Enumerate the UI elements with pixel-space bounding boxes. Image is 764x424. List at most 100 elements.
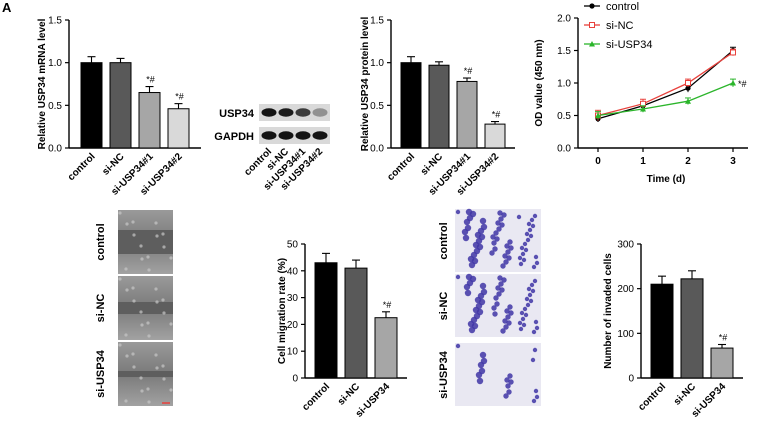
protein-bar [428, 64, 450, 149]
transwell-cell [494, 301, 500, 307]
migration-y-label: Cell migration rate (%) [277, 258, 288, 364]
od-x-tick-label: 2 [685, 156, 691, 167]
transwell-cell [520, 316, 526, 322]
transwell-cell [518, 261, 524, 267]
od-point [685, 98, 691, 104]
transwell-cell [493, 295, 499, 301]
transwell-cell [467, 255, 475, 263]
od-series-line [597, 82, 734, 117]
transwell-cell [522, 306, 528, 312]
transwell-cell [506, 389, 512, 395]
transwell-cell [507, 304, 513, 310]
transwell-cell [504, 377, 510, 383]
blot-band-label: USP34 [219, 108, 255, 120]
transwell-cell [491, 305, 497, 311]
wound-cell [140, 257, 144, 261]
transwell-cell [532, 347, 538, 353]
wound-cell [124, 333, 128, 337]
mrna-bar [80, 62, 103, 149]
invasion-y-tick-label: 100 [617, 329, 634, 340]
transwell-cell [503, 259, 509, 265]
wound-cell [132, 299, 136, 303]
migration-x-tick-label: control [300, 381, 332, 413]
wound-cell [155, 234, 159, 238]
transwell-cell [521, 257, 527, 263]
wound-cell [140, 323, 144, 327]
wound-cell [132, 365, 136, 369]
wound-gap [118, 371, 173, 377]
mrna-y-tick-label: 1.5 [48, 16, 62, 27]
od-legend-label: si-NC [606, 20, 634, 32]
transwell-cell [516, 214, 522, 220]
panel-label: A [2, 0, 12, 15]
migration-y-tick-label: 30 [287, 293, 299, 304]
transwell-cell [519, 310, 525, 316]
mrna-x-tick-label: si-NC [100, 151, 126, 177]
migration-y-tick-label: 0 [292, 374, 298, 385]
wound-gap [118, 302, 173, 314]
wound-cell [124, 399, 128, 403]
blot-band [312, 131, 328, 140]
transwell-cell [532, 213, 538, 219]
transwell-cell [493, 230, 499, 236]
transwell-cell [527, 227, 533, 233]
transwell-cell [479, 351, 487, 359]
wound-image-label: si-NC [95, 294, 107, 323]
transwell-cell [499, 287, 505, 293]
mrna-y-tick-label: 0.5 [48, 101, 62, 112]
od-legend-marker [589, 22, 595, 28]
wound-cell [169, 388, 173, 392]
od-x-tick-label: 1 [640, 156, 646, 167]
wound-cell [146, 255, 150, 259]
blot-band [295, 108, 311, 117]
transwell-cell [463, 218, 471, 226]
mrna-bar [167, 108, 190, 149]
wound-cell [131, 220, 135, 224]
transwell-cell [534, 394, 540, 400]
western-blot: USP34GAPDHcontrolsi-NCsi-USP34#1si-USP34… [214, 104, 330, 193]
transwell-cell [463, 283, 471, 291]
invasion-y-tick-label: 0 [628, 374, 634, 385]
transwell-cell [503, 324, 509, 330]
wound-cell [118, 211, 122, 215]
wound-cell [125, 288, 129, 292]
wound-cell [147, 334, 151, 338]
od-x-label: Time (d) [647, 174, 686, 185]
wound-cell [140, 389, 144, 393]
transwell-cell [528, 298, 534, 304]
protein-y-tick-label: 0.0 [370, 144, 384, 155]
transwell-cell [495, 285, 501, 291]
mrna-y-tick-label: 0.0 [48, 144, 62, 155]
transwell-cell [527, 292, 533, 298]
od-legend-marker [589, 41, 595, 47]
blot-band [261, 131, 277, 140]
transwell-cell [503, 393, 509, 399]
wound-cell [169, 322, 173, 326]
wound-cell [162, 245, 166, 249]
protein-significance: *# [492, 110, 501, 120]
invasion-significance: *# [719, 333, 728, 343]
invasion-y-tick-label: 200 [617, 284, 634, 295]
invasion-bar [680, 278, 704, 379]
transwell-cell [474, 231, 482, 239]
wound-cell [161, 298, 165, 302]
od-point [595, 112, 601, 118]
transwell-cell [455, 343, 461, 349]
transwell-cell [531, 329, 537, 335]
transwell-cell [524, 296, 530, 302]
transwell-cell [504, 308, 510, 314]
transwell-cell [495, 220, 501, 226]
wound-cell [139, 376, 143, 380]
transwell-cell [468, 261, 476, 269]
od-series-line [597, 50, 734, 120]
invasion-x-tick-label: control [636, 381, 668, 413]
od-legend-label: control [606, 1, 639, 13]
transwell-cell [532, 278, 538, 284]
od-y-tick-label: 0.5 [557, 111, 571, 122]
transwell-image-label: si-NC [438, 292, 450, 321]
wound-cell [162, 311, 166, 315]
transwell-cell [505, 249, 511, 255]
mrna-significance: *# [175, 92, 184, 102]
transwell-cell [476, 377, 484, 385]
